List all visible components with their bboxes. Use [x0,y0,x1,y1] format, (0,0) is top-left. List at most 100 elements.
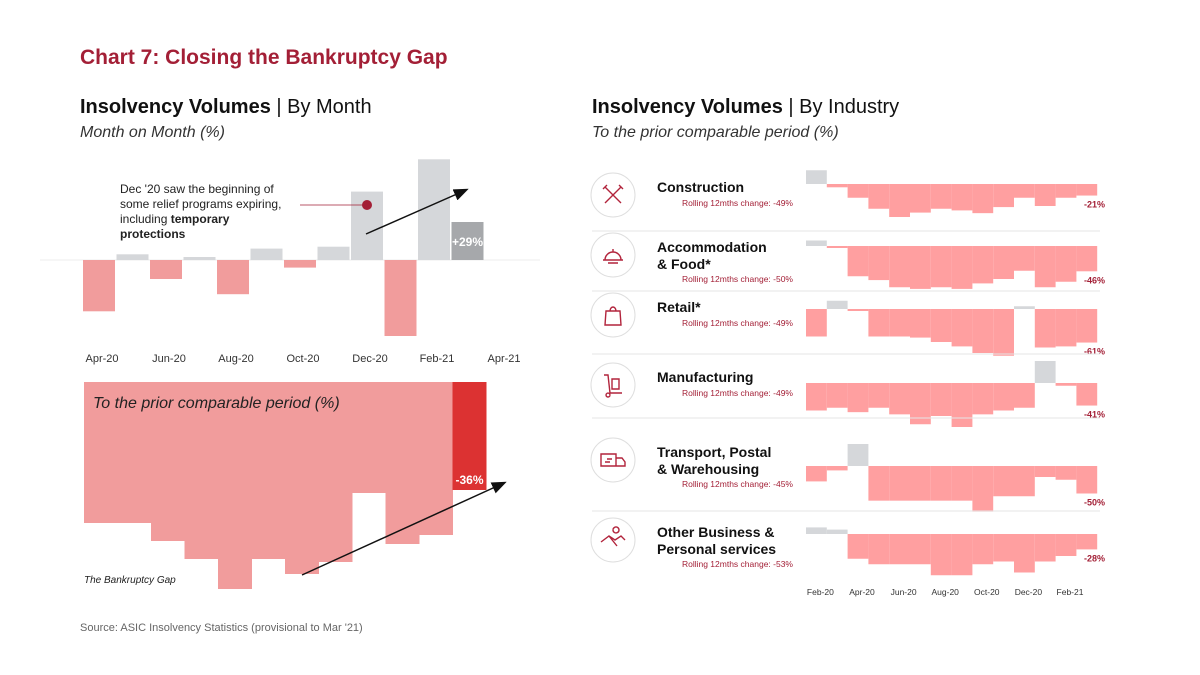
industry-bar [1055,466,1077,480]
hand-truck-icon [604,374,622,398]
industry-end-label: -28% [1084,553,1105,563]
rolling-change-label: Rolling 12mths change: -45% [682,479,793,489]
industry-bar [889,309,910,337]
gap-bar [184,382,219,559]
handshake-icon [600,526,626,547]
industry-x-tick-label: Jun-20 [891,587,917,597]
gap-bar [218,382,252,589]
annotation-bold-text: protections [120,227,186,241]
gap-bar [419,382,453,535]
industry-bar [1055,246,1077,282]
gap-chart-title: To the prior comparable period (%) [93,395,340,412]
rolling-change-label: Rolling 12mths change: -49% [682,198,793,208]
industry-bar [951,309,973,347]
industry-bar [826,300,848,309]
left-title-rest: By Month [287,96,372,118]
industry-bar [826,529,848,534]
mom-bar [418,159,450,260]
industry-bar [930,383,952,416]
industry-bar [847,184,869,198]
industry-bar [1076,246,1098,272]
industry-bar [889,184,910,217]
mom-bar [384,260,417,336]
industry-bar [1076,383,1098,406]
industry-bar [889,383,910,415]
industry-end-label: -46% [1084,275,1105,285]
industry-bar [993,184,1014,208]
industry-bar [972,383,994,415]
delivery-truck-icon [600,453,626,467]
industry-bar [868,246,890,281]
trend-arrow [365,188,469,235]
industry-bar [993,534,1014,562]
mom-bar [250,248,283,260]
gap-bar [318,382,353,562]
mom-bar [83,260,115,312]
industry-bar [910,184,931,213]
industry-name: Accommodation [657,239,767,255]
industry-bar [951,246,973,289]
mom-bar [317,246,350,260]
industry-bar [826,383,848,408]
gap-annotation: The Bankruptcy Gap [84,575,176,586]
gap-bar [285,382,319,574]
rolling-change-label: Rolling 12mths change: -53% [682,559,793,569]
industry-bar [847,383,869,413]
mom-bar [116,254,149,260]
gap-bar [84,382,118,523]
mom-bar [284,260,316,268]
industry-bar [1014,306,1035,309]
industry-name: Personal services [657,541,776,557]
icon-circle [590,437,636,483]
gap-bar [385,382,420,544]
industry-bar [910,383,931,425]
industry-bar [806,309,827,337]
industry-x-tick-label: Oct-20 [974,587,1000,597]
industry-name: Construction [657,179,744,195]
left-title-bold: Insolvency Volumes [80,96,271,118]
industry-bar [889,466,910,501]
industry-x-tick-label: Dec-20 [1015,587,1043,597]
industry-bar [1014,534,1035,573]
annotation-line: Dec '20 saw the beginning of [120,182,274,196]
industry-x-tick-label: Feb-21 [1057,587,1084,597]
industry-bar [910,309,931,338]
industry-x-tick-label: Apr-20 [849,587,875,597]
industry-bar [993,383,1014,411]
icon-circle [590,232,636,278]
industry-bar [806,383,827,411]
industry-bar [847,444,869,466]
industry-bar [868,466,890,501]
rolling-change-label: Rolling 12mths change: -50% [682,274,793,284]
industry-bar [972,309,994,353]
bankruptcy-gap-chart: To the prior comparable period (%) -36% Th… [84,382,507,589]
industry-bar [993,246,1014,279]
industry-bar [889,246,910,288]
industry-bar [930,466,952,501]
mom-bar [150,260,182,279]
industry-bar [910,466,931,501]
industry-bar [806,240,827,246]
industry-name: Other Business & [657,524,774,540]
industry-bar [806,466,827,482]
gap-bar [151,382,185,541]
industry-bar [1034,534,1056,562]
mom-x-tick-label: Dec-20 [352,353,387,365]
industry-bar [1034,246,1056,288]
industry-bar [930,246,952,288]
industry-bar [868,184,890,209]
industry-bar [868,383,890,408]
mom-x-tick-label: Jun-20 [152,353,186,365]
industry-x-tick-label: Feb-20 [807,587,834,597]
mom-data-label: +29% [452,235,483,249]
left-title-separator: | [270,96,288,118]
gap-data-label: -36% [455,473,483,487]
shopping-bag-icon [604,306,622,326]
source-note: Source: ASIC Insolvency Statistics (prov… [80,622,363,634]
gap-bar [251,382,286,559]
industry-bar [1014,246,1035,271]
industry-bar [847,246,869,277]
cloche-icon [603,249,623,264]
rolling-change-label: Rolling 12mths change: -49% [682,318,793,328]
industry-name: Retail* [657,299,701,315]
